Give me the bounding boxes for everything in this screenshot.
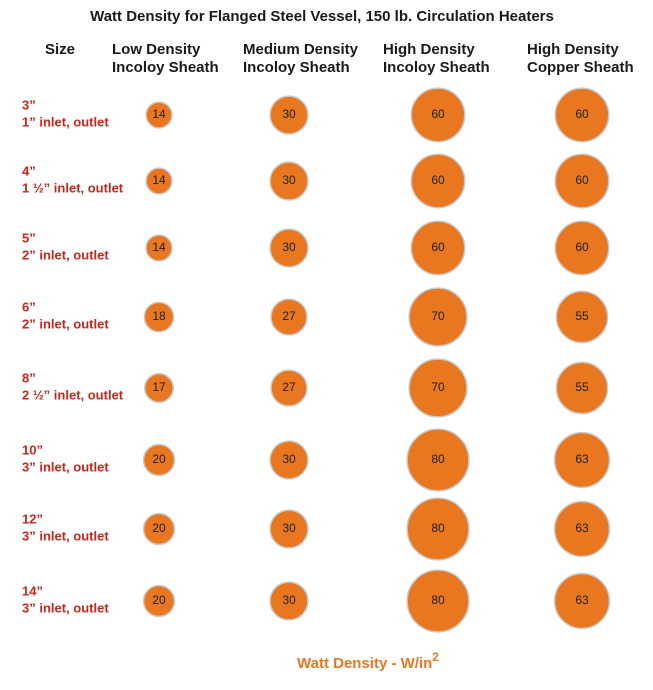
bubble — [555, 290, 609, 344]
bubble — [553, 572, 611, 630]
row-size-label: 14” — [22, 583, 43, 598]
bubble — [554, 87, 610, 143]
column-header: Incoloy Sheath — [383, 59, 490, 76]
chart-title: Watt Density for Flanged Steel Vessel, 1… — [90, 8, 554, 25]
bubble-value-label: 27 — [282, 309, 296, 323]
bubble — [145, 234, 173, 262]
bubble-value-label: 80 — [431, 452, 445, 466]
bubble-value-label: 63 — [575, 521, 589, 535]
bubble — [553, 431, 611, 489]
bubble — [269, 509, 309, 549]
bubble-value-label: 55 — [575, 380, 589, 394]
bubble-value-label: 60 — [575, 240, 589, 254]
bubble-value-label: 60 — [575, 173, 589, 187]
row-size-label: 10” — [22, 442, 43, 457]
bubble — [143, 301, 175, 333]
bubble-value-label: 14 — [152, 173, 166, 187]
row-inlet-label: 1 ½” inlet, outlet — [22, 180, 124, 195]
column-header: Incoloy Sheath — [243, 59, 350, 76]
bubble-value-label: 60 — [431, 107, 445, 121]
column-header: Low Density — [112, 41, 201, 58]
bubble — [410, 87, 466, 143]
bubble — [410, 220, 466, 276]
bubble — [270, 298, 308, 336]
column-header: High Density — [383, 41, 475, 58]
x-label-text: Watt Density - W/in — [297, 655, 432, 672]
bubble — [142, 512, 176, 546]
bubble — [145, 101, 173, 129]
row-inlet-label: 3” inlet, outlet — [22, 600, 109, 615]
bubble — [554, 220, 610, 276]
bubble — [269, 581, 309, 621]
row-inlet-label: 3” inlet, outlet — [22, 459, 109, 474]
bubble — [269, 161, 309, 201]
bubble-value-label: 30 — [282, 593, 296, 607]
bubble-value-label: 60 — [431, 173, 445, 187]
column-header: Incoloy Sheath — [112, 59, 219, 76]
bubble — [408, 287, 468, 347]
bubble-value-label: 63 — [575, 452, 589, 466]
bubble-value-label: 30 — [282, 521, 296, 535]
x-label-sup: 2 — [432, 650, 439, 664]
bubble-value-label: 18 — [152, 309, 166, 323]
bubble-value-label: 20 — [152, 593, 166, 607]
row-inlet-label: 2 ½” inlet, outlet — [22, 387, 124, 402]
bubble-value-label: 63 — [575, 593, 589, 607]
bubble — [555, 361, 609, 415]
row-size-label: 6” — [22, 299, 36, 314]
column-header: High Density — [527, 41, 619, 58]
bubble — [408, 358, 468, 418]
row-size-label: 4” — [22, 163, 36, 178]
bubble-value-label: 27 — [282, 380, 296, 394]
bubble — [406, 428, 470, 492]
bubble-value-label: 80 — [431, 593, 445, 607]
x-label: Watt Density - W/in2 — [297, 650, 439, 672]
row-inlet-label: 1” inlet, outlet — [22, 114, 109, 129]
bubble-value-label: 30 — [282, 452, 296, 466]
bubble — [554, 153, 610, 209]
bubble — [142, 443, 176, 477]
bubble — [406, 569, 470, 633]
bubble-value-label: 30 — [282, 107, 296, 121]
column-header: Medium Density — [243, 41, 359, 58]
bubble-value-label: 17 — [152, 380, 166, 394]
bubble-value-label: 70 — [431, 309, 445, 323]
column-header: Copper Sheath — [527, 59, 634, 76]
bubble — [269, 440, 309, 480]
row-size-label: 5” — [22, 230, 36, 245]
bubble-value-label: 70 — [431, 380, 445, 394]
bubble-value-label: 60 — [431, 240, 445, 254]
bubble-value-label: 55 — [575, 309, 589, 323]
bubble — [410, 153, 466, 209]
row-inlet-label: 2” inlet, outlet — [22, 247, 109, 262]
bubble — [269, 95, 309, 135]
row-size-label: 3” — [22, 97, 36, 112]
row-header: Size — [45, 41, 75, 58]
bubble-value-label: 60 — [575, 107, 589, 121]
bubble — [145, 167, 173, 195]
bubble — [144, 373, 174, 403]
bubble-value-label: 80 — [431, 521, 445, 535]
bubble — [553, 500, 611, 558]
row-inlet-label: 2” inlet, outlet — [22, 316, 109, 331]
row-size-label: 12” — [22, 511, 43, 526]
bubble-value-label: 30 — [282, 240, 296, 254]
bubble-value-label: 20 — [152, 452, 166, 466]
bubble — [142, 584, 176, 618]
bubble — [406, 497, 470, 561]
bubble — [269, 228, 309, 268]
bubble — [270, 369, 308, 407]
bubble-value-label: 20 — [152, 521, 166, 535]
row-size-label: 8” — [22, 370, 36, 385]
bubble-value-label: 14 — [152, 240, 166, 254]
row-inlet-label: 3” inlet, outlet — [22, 528, 109, 543]
bubble-value-label: 14 — [152, 107, 166, 121]
bubble-value-label: 30 — [282, 173, 296, 187]
